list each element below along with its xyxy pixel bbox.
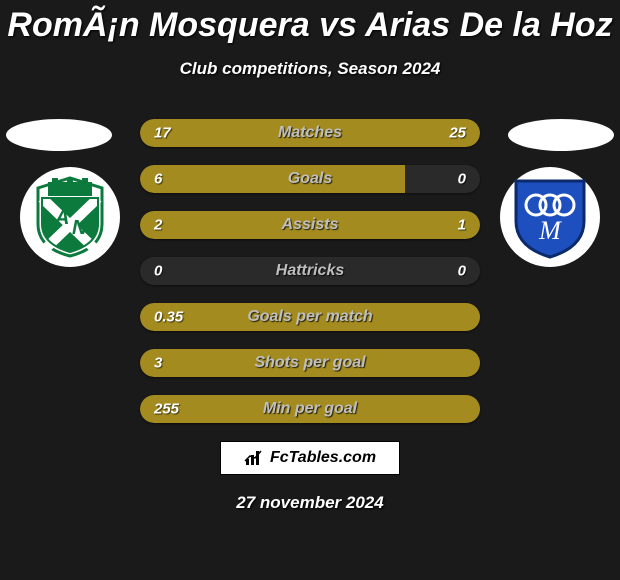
stat-left-value: 2 bbox=[154, 217, 162, 234]
site-logo: FcTables.com bbox=[220, 441, 400, 475]
stat-left-value: 255 bbox=[154, 401, 179, 418]
club-badge-left: A N bbox=[20, 167, 120, 267]
stat-row: 6 0 Goals bbox=[140, 165, 480, 193]
club-crest-right-icon: M bbox=[512, 175, 588, 259]
stat-left-value: 0 bbox=[154, 263, 162, 280]
stat-right-value: 1 bbox=[458, 217, 466, 234]
stat-label: Assists bbox=[282, 216, 339, 234]
stat-row: 17 25 Matches bbox=[140, 119, 480, 147]
stat-left-value: 3 bbox=[154, 355, 162, 372]
stat-row: 255 Min per goal bbox=[140, 395, 480, 423]
stat-fill-left bbox=[140, 165, 405, 193]
comparison-title: RomÃ¡n Mosquera vs Arias De la Hoz bbox=[0, 0, 620, 45]
stat-row: 0 0 Hattricks bbox=[140, 257, 480, 285]
chart-icon bbox=[244, 449, 264, 467]
stat-label: Hattricks bbox=[276, 262, 344, 280]
player-spot-right bbox=[508, 119, 614, 151]
stat-row: 0.35 Goals per match bbox=[140, 303, 480, 331]
svg-text:A: A bbox=[54, 207, 69, 229]
stat-right-value: 0 bbox=[458, 171, 466, 188]
stat-left-value: 6 bbox=[154, 171, 162, 188]
stat-label: Goals per match bbox=[247, 308, 372, 326]
stat-row: 2 1 Assists bbox=[140, 211, 480, 239]
site-name: FcTables.com bbox=[270, 449, 376, 467]
comparison-subtitle: Club competitions, Season 2024 bbox=[0, 59, 620, 79]
stat-label: Matches bbox=[278, 124, 342, 142]
club-badge-right: M bbox=[500, 167, 600, 267]
stat-row: 3 Shots per goal bbox=[140, 349, 480, 377]
club-crest-left-icon: A N bbox=[34, 176, 106, 258]
stat-left-value: 0.35 bbox=[154, 309, 183, 326]
player-spot-left bbox=[6, 119, 112, 151]
svg-text:M: M bbox=[538, 216, 562, 245]
stat-label: Min per goal bbox=[263, 400, 357, 418]
svg-text:N: N bbox=[72, 217, 87, 239]
club-disc-left: A N bbox=[20, 167, 120, 267]
comparison-content: A N M 17 25 Matches 6 0 Goals 2 1 Assists 0 0 Hattr… bbox=[0, 119, 620, 423]
stat-bars: 17 25 Matches 6 0 Goals 2 1 Assists 0 0 Hattricks 0.… bbox=[140, 119, 480, 423]
comparison-date: 27 november 2024 bbox=[0, 493, 620, 513]
stat-right-value: 0 bbox=[458, 263, 466, 280]
stat-label: Goals bbox=[288, 170, 332, 188]
stat-label: Shots per goal bbox=[254, 354, 365, 372]
stat-left-value: 17 bbox=[154, 125, 171, 142]
club-disc-right: M bbox=[500, 167, 600, 267]
stat-right-value: 25 bbox=[449, 125, 466, 142]
